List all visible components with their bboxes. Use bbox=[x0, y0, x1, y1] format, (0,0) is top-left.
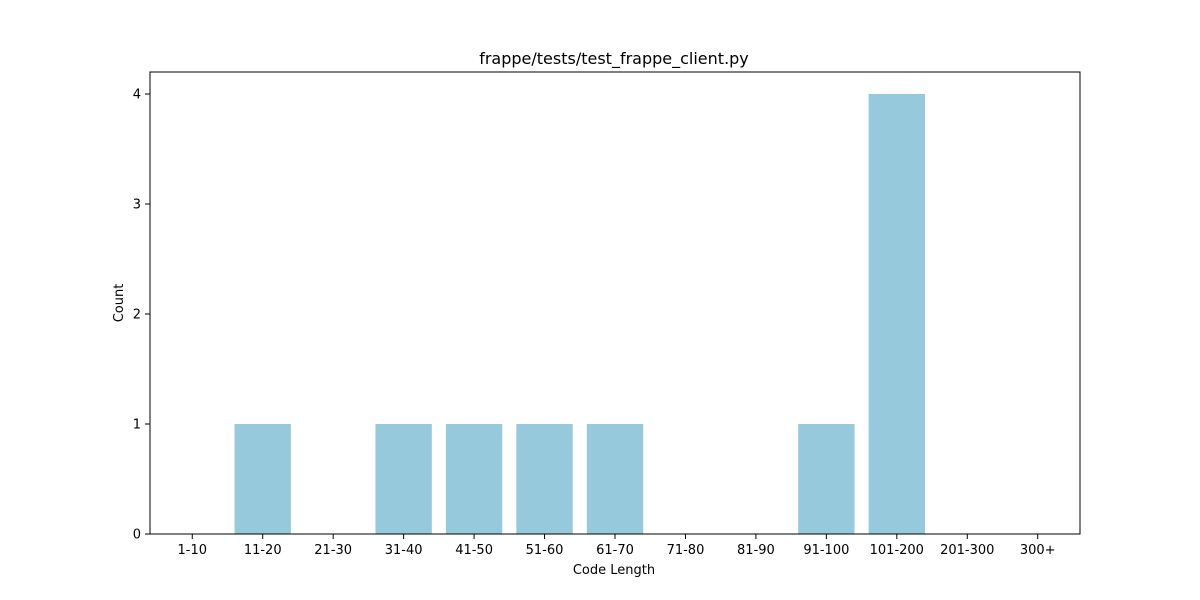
bar-91-100 bbox=[798, 424, 855, 534]
y-axis-title: Count bbox=[112, 284, 127, 323]
y-tick-label: 0 bbox=[133, 528, 141, 543]
bar-61-70 bbox=[586, 424, 644, 534]
bar-11-20 bbox=[234, 424, 291, 534]
y-axis: 0 1 2 3 4 bbox=[133, 88, 150, 543]
x-tick-label: 1-10 bbox=[178, 543, 208, 558]
bar-101-200 bbox=[868, 94, 925, 534]
x-tick-label: 91-100 bbox=[803, 543, 849, 558]
chart-title: frappe/tests/test_frappe_client.py bbox=[479, 49, 749, 69]
bar-41-50 bbox=[445, 424, 503, 534]
y-tick-label: 2 bbox=[133, 308, 141, 323]
y-tick-label: 1 bbox=[133, 418, 141, 433]
y-tick-label: 4 bbox=[133, 88, 141, 103]
x-tick-label: 61-70 bbox=[596, 543, 634, 558]
x-tick-label: 41-50 bbox=[455, 543, 493, 558]
x-tick-label: 101-200 bbox=[870, 543, 924, 558]
x-axis: 1-10 11-20 21-30 31-40 41-50 51-60 61-70 71-80 8… bbox=[178, 534, 1056, 558]
x-tick-label: 300+ bbox=[1020, 543, 1056, 558]
x-axis-title: Code Length bbox=[573, 563, 655, 578]
y-tick-label: 3 bbox=[133, 198, 141, 213]
x-tick-label: 71-80 bbox=[667, 543, 705, 558]
x-tick-label: 51-60 bbox=[526, 543, 564, 558]
bar-51-60 bbox=[516, 424, 573, 534]
x-tick-label: 21-30 bbox=[314, 543, 352, 558]
x-tick-label: 201-300 bbox=[940, 543, 994, 558]
bars-layer bbox=[234, 94, 925, 534]
bar-31-40 bbox=[375, 424, 432, 534]
x-tick-label: 31-40 bbox=[385, 543, 423, 558]
x-tick-label: 81-90 bbox=[737, 543, 775, 558]
x-tick-label: 11-20 bbox=[244, 543, 282, 558]
